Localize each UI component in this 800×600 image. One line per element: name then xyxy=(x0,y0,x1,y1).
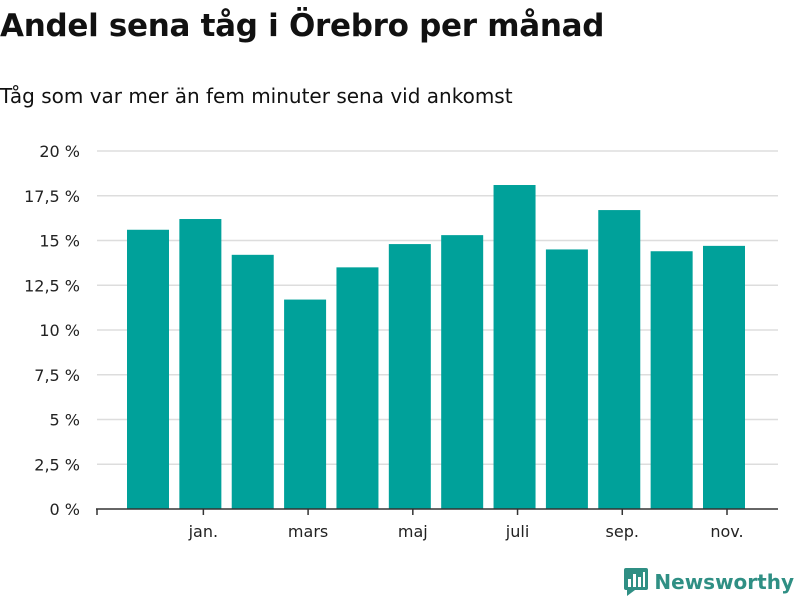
y-tick-label: 10 % xyxy=(39,321,80,340)
x-tick-label: mars xyxy=(288,522,328,541)
y-axis-tick-labels: 0 % 2,5 % 5 % 7,5 % 10 % 12,5 % 15 % 17,5 % 20 % xyxy=(24,142,80,519)
bar-jan xyxy=(179,219,222,509)
chart-subtitle: Tåg som var mer än fem minuter sena vid … xyxy=(0,84,513,108)
bar-apr xyxy=(336,267,379,509)
bar-mars xyxy=(284,299,327,509)
x-tick-label: sep. xyxy=(606,522,639,541)
bar-aug xyxy=(545,249,588,509)
y-tick-label: 0 % xyxy=(50,500,80,519)
bar-nov xyxy=(703,245,745,509)
bar-feb xyxy=(231,254,274,509)
bar-juni xyxy=(441,235,484,509)
y-tick-label: 15 % xyxy=(39,232,80,251)
y-tick-label: 17,5 % xyxy=(24,187,80,206)
y-tick-label: 2,5 % xyxy=(34,455,80,474)
brand-name: Newsworthy xyxy=(654,570,794,594)
y-tick-label: 12,5 % xyxy=(24,276,80,295)
y-tick-label: 5 % xyxy=(50,411,80,430)
chart-title: Andel sena tåg i Örebro per månad xyxy=(0,8,605,44)
bar-dec xyxy=(127,229,169,509)
y-tick-label: 7,5 % xyxy=(34,366,80,385)
bar-maj xyxy=(388,244,431,509)
bars xyxy=(127,185,745,510)
bar-juli xyxy=(493,185,536,509)
bar-okt xyxy=(650,251,693,510)
x-tick-label: jan. xyxy=(188,522,218,541)
y-tick-label: 20 % xyxy=(39,142,80,161)
x-axis: jan. mars maj juli sep. nov. xyxy=(96,508,778,541)
x-tick-label: maj xyxy=(398,522,428,541)
newsworthy-logo: Newsworthy xyxy=(624,568,794,596)
x-tick-label: nov. xyxy=(710,522,743,541)
x-tick-label: juli xyxy=(505,522,529,541)
newsworthy-logo-icon xyxy=(624,568,649,596)
bar-sep xyxy=(598,210,641,509)
